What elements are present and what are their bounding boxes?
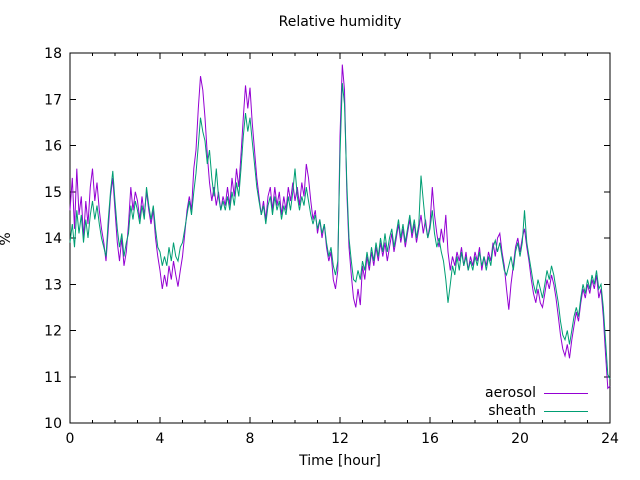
legend: aerosol sheath	[485, 384, 588, 420]
legend-label-aerosol: aerosol	[485, 385, 536, 401]
y-tick-label: 14	[44, 231, 62, 247]
y-tick-label: 17	[44, 92, 62, 108]
x-tick-label: 0	[66, 431, 75, 447]
legend-label-sheath: sheath	[488, 403, 536, 419]
y-tick-label: 12	[44, 324, 62, 340]
x-tick-label: 4	[156, 431, 165, 447]
series-line-sheath	[69, 83, 611, 380]
plot-border	[69, 52, 611, 424]
series-line-aerosol	[69, 64, 611, 390]
x-tick-label: 8	[246, 431, 255, 447]
legend-line-sample-sheath	[544, 410, 588, 412]
y-tick-label: 10	[44, 416, 62, 432]
x-tick-label: 24	[601, 431, 619, 447]
legend-entry-sheath: sheath	[485, 402, 588, 420]
y-tick-label: 16	[44, 139, 62, 155]
chart-title: Relative humidity	[278, 14, 402, 30]
y-tick-label: 11	[44, 370, 62, 386]
x-tick-label: 12	[331, 431, 349, 447]
legend-line-sample-aerosol	[544, 392, 588, 394]
y-tick-label: 18	[44, 46, 62, 62]
x-tick-label: 20	[511, 431, 529, 447]
y-tick-label: 15	[44, 185, 62, 201]
x-tick-label: 16	[421, 431, 439, 447]
x-axis-label: Time [hour]	[299, 453, 381, 469]
y-tick-label: 13	[44, 277, 62, 293]
legend-entry-aerosol: aerosol	[485, 384, 588, 402]
